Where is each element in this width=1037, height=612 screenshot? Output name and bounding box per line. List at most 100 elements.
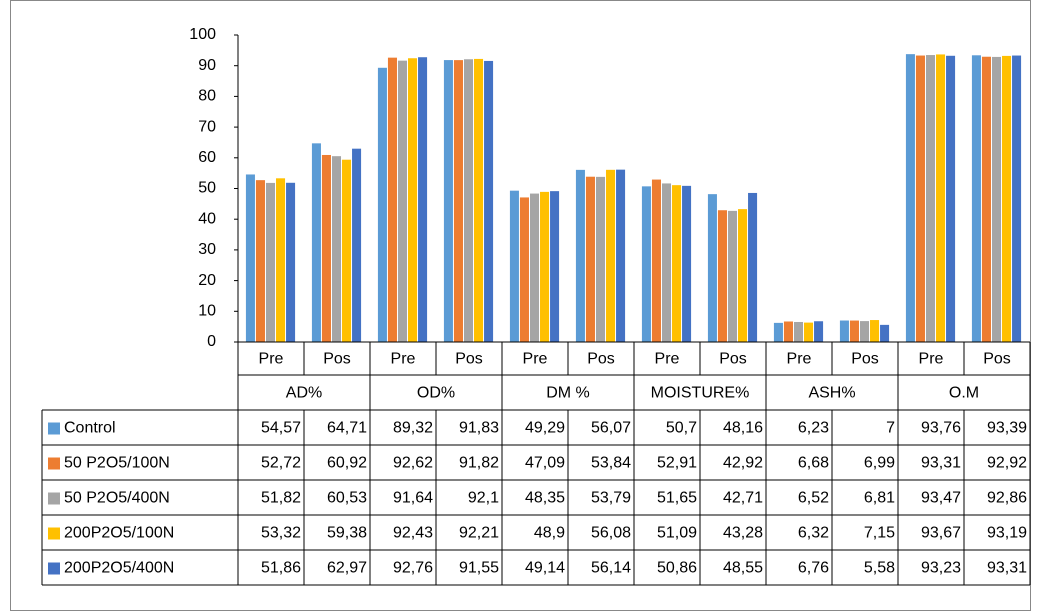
table-value: 7 (886, 420, 895, 437)
x-tick-label: Pre (391, 351, 416, 368)
table-value: 53,84 (591, 455, 631, 472)
table-value: 6,68 (798, 455, 829, 472)
bar (377, 67, 387, 342)
x-tick-label: Pre (655, 351, 680, 368)
bar (311, 143, 321, 342)
table-value: 6,52 (798, 490, 829, 507)
x-tick-label: Pos (455, 351, 483, 368)
table-value: 53,79 (591, 490, 631, 507)
table-value: 52,91 (657, 455, 697, 472)
x-tick-label: Pre (919, 351, 944, 368)
bar (915, 55, 925, 342)
y-tick-label: 100 (189, 26, 216, 43)
bar (738, 209, 748, 342)
table-value: 43,28 (723, 525, 763, 542)
bar (606, 169, 616, 342)
table-value: 52,72 (261, 455, 301, 472)
bar (616, 169, 626, 342)
table-value: 64,71 (327, 420, 367, 437)
bar (783, 321, 793, 342)
bar (276, 178, 286, 342)
table-value: 6,81 (864, 490, 895, 507)
table-value: 92,92 (987, 455, 1027, 472)
bar (575, 169, 585, 342)
legend-label: 200P2O5/100N (64, 525, 174, 542)
bar (870, 320, 880, 342)
bar (880, 324, 890, 342)
table-value: 92,21 (459, 525, 499, 542)
bar (661, 183, 672, 342)
y-tick-label: 40 (198, 210, 216, 227)
bar (387, 57, 397, 342)
y-tick-label: 80 (198, 88, 216, 105)
table-value: 93,31 (921, 455, 961, 472)
table-value: 51,65 (657, 490, 697, 507)
chart-frame (10, 0, 1031, 611)
bar (550, 191, 560, 342)
bar (408, 58, 418, 342)
x-tick-label: Pre (259, 351, 284, 368)
y-tick-label: 90 (198, 57, 216, 74)
table-value: 54,57 (261, 420, 301, 437)
bar (474, 58, 484, 343)
table-value: 42,71 (723, 490, 763, 507)
table-value: 50,7 (666, 420, 697, 437)
legend-label: 50 P2O5/100N (64, 455, 170, 472)
y-tick-label: 50 (198, 180, 216, 197)
table-value: 48,55 (723, 560, 763, 577)
bar (981, 56, 991, 343)
bar (352, 148, 362, 342)
group-label: MOISTURE% (651, 385, 750, 402)
group-label: ASH% (808, 385, 855, 402)
y-tick-label: 70 (198, 118, 216, 135)
x-tick-label: Pos (851, 351, 879, 368)
table-value: 93,39 (987, 420, 1027, 437)
table-value: 6,76 (798, 560, 829, 577)
bar (595, 176, 606, 342)
bar (397, 60, 408, 343)
bar (1012, 55, 1022, 342)
bar (971, 55, 981, 343)
table-value: 56,07 (591, 420, 631, 437)
table-value: 92,62 (393, 455, 433, 472)
group-label: OD% (417, 385, 455, 402)
bar (905, 54, 915, 342)
table-value: 5,58 (864, 560, 895, 577)
bar (727, 210, 738, 342)
bar (651, 179, 661, 342)
bar (707, 194, 717, 342)
table-value: 50,86 (657, 560, 697, 577)
bar (585, 176, 595, 342)
bar (849, 320, 859, 342)
table-value: 56,08 (591, 525, 631, 542)
y-tick-label: 20 (198, 272, 216, 289)
table-value: 53,32 (261, 525, 301, 542)
legend-swatch (48, 457, 60, 470)
legend-swatch (48, 527, 60, 540)
bar (331, 156, 342, 342)
bar (342, 159, 352, 342)
table-value: 92,76 (393, 560, 433, 577)
y-tick-label: 30 (198, 241, 216, 258)
bar (418, 57, 428, 342)
table-value: 56,14 (591, 560, 631, 577)
legend-label: 200P2O5/400N (64, 560, 174, 577)
bar (443, 60, 453, 342)
table-value: 93,23 (921, 560, 961, 577)
table-value: 92,1 (468, 490, 499, 507)
y-tick-label: 10 (198, 303, 216, 320)
y-tick-label: 60 (198, 149, 216, 166)
table-value: 89,32 (393, 420, 433, 437)
group-label: AD% (286, 385, 322, 402)
bar (321, 154, 331, 342)
bar (682, 185, 692, 342)
table-value: 92,86 (987, 490, 1027, 507)
x-tick-label: Pos (719, 351, 747, 368)
table-value: 48,9 (534, 525, 565, 542)
bar (946, 55, 956, 342)
table-value: 60,92 (327, 455, 367, 472)
bar (672, 185, 682, 342)
legend-swatch (48, 422, 60, 435)
table-value: 51,09 (657, 525, 697, 542)
